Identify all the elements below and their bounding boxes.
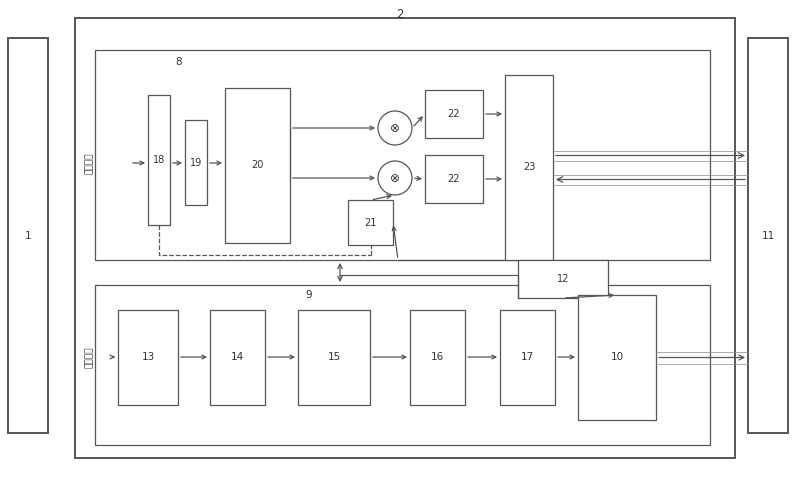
Text: 12: 12 (557, 274, 569, 284)
Bar (578, 295, 656, 420)
Bar (348, 200, 393, 245)
Text: 20: 20 (251, 160, 264, 171)
Text: 21: 21 (364, 217, 377, 228)
Bar (148, 95, 170, 225)
Bar (210, 310, 265, 405)
Text: 电流信号: 电流信号 (85, 152, 94, 174)
Text: 19: 19 (190, 158, 202, 168)
Bar (500, 310, 555, 405)
Text: 14: 14 (231, 353, 244, 363)
Bar (95, 285, 710, 445)
Text: 8: 8 (175, 57, 182, 67)
Text: 1: 1 (25, 230, 31, 240)
Bar (225, 88, 290, 243)
Bar (748, 38, 788, 433)
Bar (118, 310, 178, 405)
Text: 11: 11 (762, 230, 774, 240)
Bar (8, 38, 48, 433)
Text: 电流信号: 电流信号 (85, 346, 94, 368)
Text: 15: 15 (327, 353, 341, 363)
Bar (518, 260, 608, 298)
Bar (95, 50, 710, 260)
Text: 9: 9 (305, 290, 312, 300)
Bar (185, 120, 207, 205)
Bar (298, 310, 370, 405)
Text: 23: 23 (523, 162, 535, 172)
Bar (410, 310, 465, 405)
Bar (75, 18, 735, 458)
Text: 18: 18 (153, 155, 165, 165)
Text: 22: 22 (448, 109, 460, 119)
Text: 17: 17 (521, 353, 534, 363)
Text: 10: 10 (610, 353, 623, 363)
Bar (505, 75, 553, 260)
Text: 16: 16 (431, 353, 444, 363)
Text: 13: 13 (142, 353, 154, 363)
Text: ⊗: ⊗ (390, 122, 400, 135)
Text: 2: 2 (396, 8, 404, 21)
Bar (425, 90, 483, 138)
Text: 22: 22 (448, 174, 460, 184)
Bar (425, 155, 483, 203)
Text: ⊗: ⊗ (390, 171, 400, 184)
